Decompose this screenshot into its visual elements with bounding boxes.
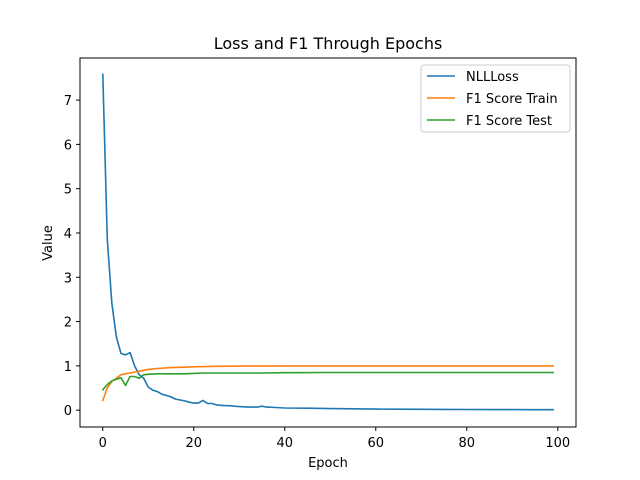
y-tick-label: 7 [64,94,72,109]
y-axis-label: Value [41,225,56,261]
plot-frame [79,57,577,428]
y-tick-label: 1 [64,360,72,375]
series-lines [101,73,554,411]
y-tick-label: 0 [64,404,72,419]
legend-label-1: F1 Score Train [466,92,558,107]
x-tick-label: 100 [545,436,570,451]
x-tick-label: 60 [368,436,385,451]
legend-label-2: F1 Score Test [466,114,552,129]
series-line-1 [101,365,554,402]
y-tick-label: 6 [64,138,72,153]
legend-box [420,64,571,133]
x-tick-label: 40 [276,436,293,451]
x-axis: 0 20 40 60 80 100 [99,427,570,451]
y-tick-label: 5 [64,183,72,198]
y-tick-label: 2 [64,316,72,331]
y-tick-label: 4 [64,227,72,242]
y-tick-label: 3 [64,271,72,286]
x-axis-label: Epoch [308,456,348,471]
y-axis: 0 1 2 3 4 5 6 7 [64,94,80,419]
x-tick-label: 80 [459,436,476,451]
x-tick-label: 0 [99,436,107,451]
legend-label-0: NLLLoss [466,70,519,85]
series-line-0 [101,73,554,411]
x-tick-label: 20 [185,436,202,451]
series-line-2 [101,371,554,391]
chart-title: Loss and F1 Through Epochs [214,34,443,53]
legend: NLLLoss F1 Score Train F1 Score Test [420,64,571,133]
